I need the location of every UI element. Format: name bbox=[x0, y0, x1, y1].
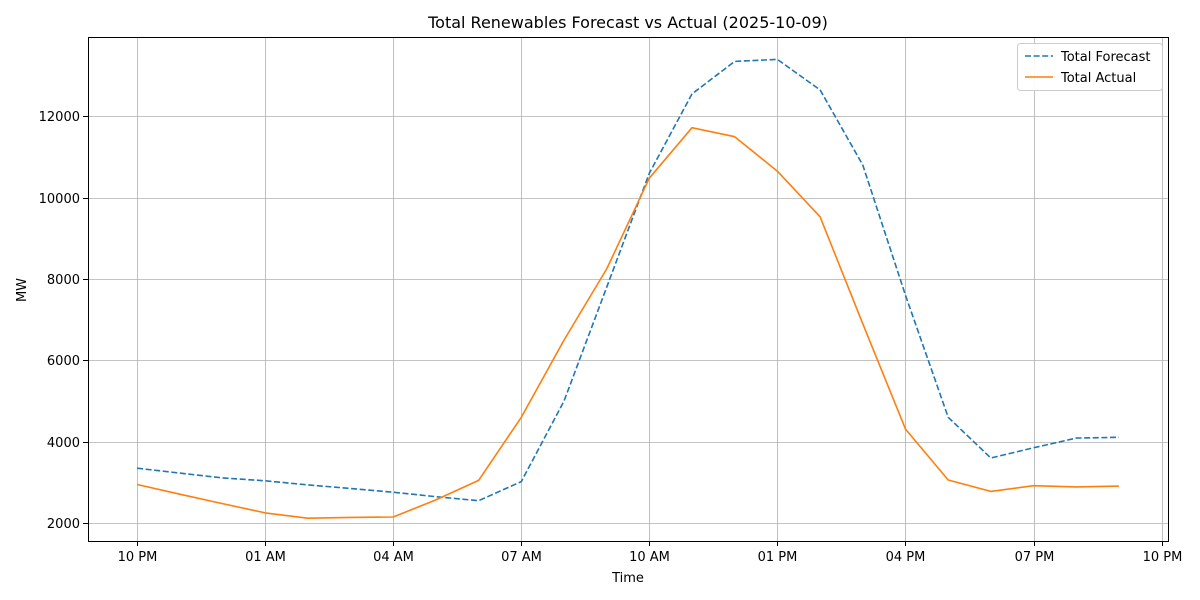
forecast-series-line bbox=[137, 58, 1119, 502]
y-tick-label: 8000 bbox=[47, 273, 80, 288]
plot-frame bbox=[88, 37, 1169, 542]
x-axis-ticks: 10 PM 01 AM 04 AM 07 AM 10 AM 01 PM 04 PM 07 PM… bbox=[118, 541, 1183, 565]
y-tick-label: 10000 bbox=[39, 192, 80, 207]
y-tick-label: 2000 bbox=[47, 517, 80, 532]
actual-series-line bbox=[136, 126, 1119, 520]
legend: Total Forecast Total Actual bbox=[1017, 43, 1163, 91]
x-tick-label: 07 PM bbox=[1015, 550, 1055, 565]
grid bbox=[88, 37, 1168, 541]
y-axis-title: MW bbox=[15, 278, 30, 302]
x-tick-label: 04 PM bbox=[886, 550, 926, 565]
chart-title: Total Renewables Forecast vs Actual (202… bbox=[427, 13, 828, 32]
x-axis-title: Time bbox=[611, 571, 644, 586]
legend-actual-label: Total Actual bbox=[1060, 71, 1136, 86]
y-tick-label: 6000 bbox=[47, 354, 80, 369]
y-tick-label: 4000 bbox=[47, 436, 80, 451]
x-tick-label: 01 AM bbox=[245, 550, 286, 565]
x-tick-label: 07 AM bbox=[501, 550, 542, 565]
legend-box bbox=[1017, 43, 1163, 91]
legend-forecast-label: Total Forecast bbox=[1060, 50, 1151, 65]
x-tick-label: 10 PM bbox=[118, 550, 158, 565]
y-axis-ticks: 2000 4000 6000 8000 10000 12000 bbox=[39, 110, 88, 532]
x-tick-label: 10 PM bbox=[1143, 550, 1183, 565]
series-lines bbox=[136, 58, 1119, 520]
x-tick-label: 10 AM bbox=[629, 550, 670, 565]
y-tick-label: 12000 bbox=[39, 110, 80, 125]
x-tick-label: 01 PM bbox=[758, 550, 798, 565]
x-tick-label: 04 AM bbox=[373, 550, 414, 565]
